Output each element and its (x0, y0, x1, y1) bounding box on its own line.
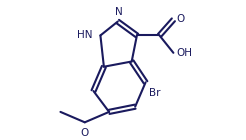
Text: Br: Br (149, 88, 161, 98)
Text: O: O (81, 128, 89, 137)
Text: HN: HN (77, 30, 92, 40)
Text: OH: OH (177, 48, 193, 58)
Text: O: O (177, 14, 185, 24)
Text: N: N (115, 7, 123, 17)
